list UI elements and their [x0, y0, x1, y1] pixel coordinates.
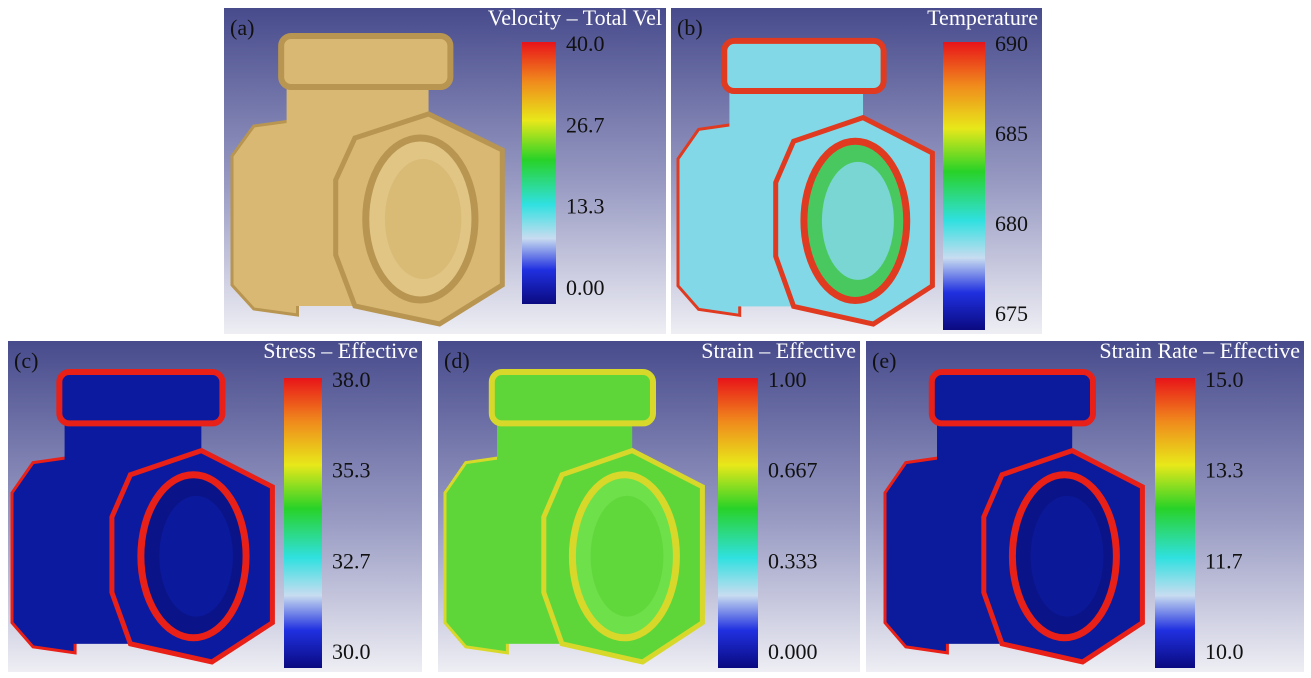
colorbar-tick-label: 40.0 [566, 31, 605, 56]
panel-label: (c) [14, 348, 38, 373]
panel-title: Temperature [927, 5, 1038, 30]
colorbar-tick-label: 35.3 [332, 458, 371, 483]
panel-label: (d) [444, 348, 470, 373]
colorbar-tick-label: 0.000 [768, 639, 818, 664]
part-bore [1031, 496, 1104, 617]
panel-label: (b) [677, 15, 703, 40]
colorbar-tick-label: 30.0 [332, 639, 371, 664]
colorbar-tick-label: 11.7 [1205, 548, 1243, 573]
part-collar [724, 41, 883, 91]
panel: 1.00 0.667 0.333 0.000 (d) Strain – Effective [438, 338, 860, 672]
panel-title: Velocity – Total Vel [488, 5, 662, 30]
colorbar-tick-label: 13.3 [566, 194, 605, 219]
part-bore [385, 159, 461, 279]
colorbar-tick-label: 15.0 [1205, 367, 1244, 392]
colorbar-tick-label: 26.7 [566, 112, 605, 137]
colorbar-tick-label: 680 [995, 211, 1028, 236]
colorbar-tick-label: 1.00 [768, 367, 807, 392]
panel-label: (e) [872, 348, 896, 373]
colorbar-tick-label: 0.667 [768, 458, 818, 483]
colorbar-tick-label: 38.0 [332, 367, 371, 392]
colorbar [522, 42, 556, 304]
colorbar [718, 378, 758, 668]
panel: 38.0 35.3 32.7 30.0 (c) Stress – Effective [8, 338, 422, 672]
part-collar [59, 372, 222, 423]
panel: 15.0 13.3 11.7 10.0 (e) Strain Rate – Effecti… [866, 338, 1304, 672]
colorbar-tick-label: 0.333 [768, 548, 818, 573]
colorbar-tick-label: 690 [995, 31, 1028, 56]
part-collar [281, 36, 450, 87]
colorbar [1155, 378, 1195, 668]
colorbar-tick-label: 685 [995, 121, 1028, 146]
panel-title: Stress – Effective [263, 338, 418, 363]
panel-label: (a) [230, 15, 254, 40]
colorbar [284, 378, 322, 668]
part-bore [591, 496, 664, 617]
colorbar-tick-label: 675 [995, 301, 1028, 326]
colorbar-tick-label: 10.0 [1205, 639, 1244, 664]
part-collar [932, 372, 1093, 423]
part-bore [822, 162, 894, 280]
colorbar-tick-label: 13.3 [1205, 458, 1244, 483]
panel-title: Strain Rate – Effective [1099, 338, 1300, 363]
colorbar-tick-label: 0.00 [566, 275, 605, 300]
figure: 40.0 26.7 13.3 0.00 (a) Velocity – Total Vel 6… [0, 0, 1311, 678]
colorbar-tick-label: 32.7 [332, 548, 371, 573]
panel-title: Strain – Effective [701, 338, 856, 363]
panel: 690 685 680 675 (b) Temperature [671, 5, 1042, 334]
panel: 40.0 26.7 13.3 0.00 (a) Velocity – Total Vel [224, 5, 666, 334]
part-collar [492, 372, 653, 423]
colorbar [943, 42, 985, 330]
part-bore [159, 496, 233, 617]
